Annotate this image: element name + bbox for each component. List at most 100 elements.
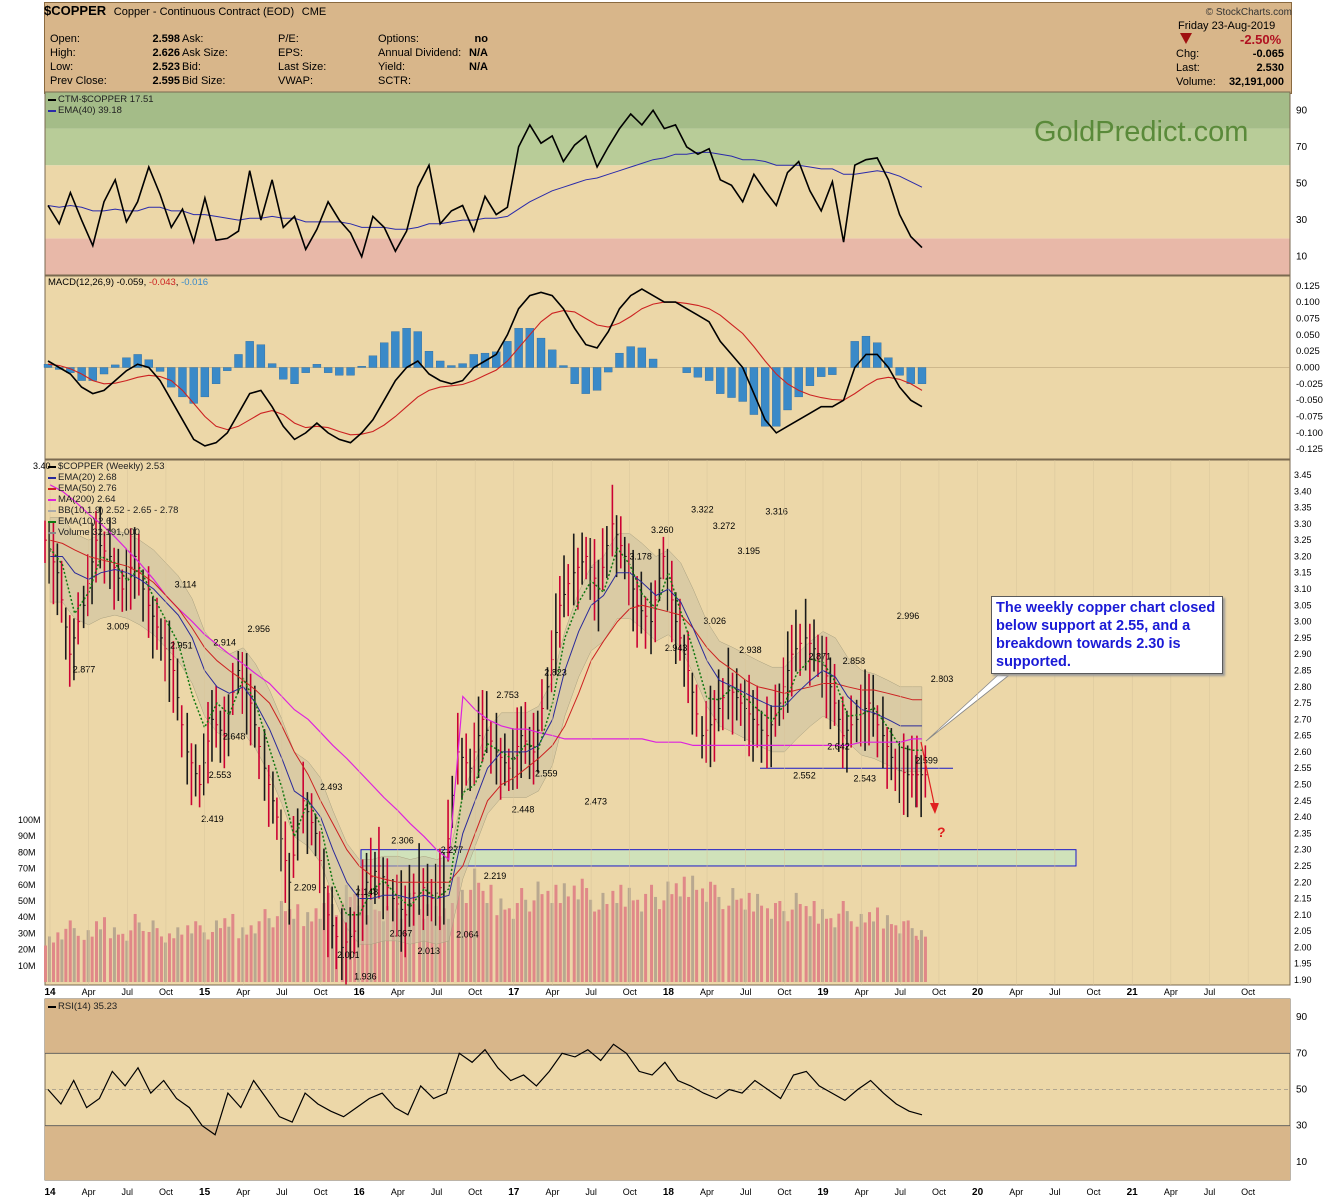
stats-mid1-label: Ask: <box>182 33 204 45</box>
volume-bar <box>756 893 760 982</box>
volume-ytick: 20M <box>18 945 36 955</box>
price-label: 2.013 <box>418 946 441 956</box>
volume-bar <box>765 908 769 982</box>
volume-bar <box>314 908 318 982</box>
volume-bar <box>477 882 481 982</box>
legend-entry: EMA(40) 39.18 <box>58 105 122 116</box>
legend-item: $COPPER (Weekly) 2.53 <box>48 461 178 472</box>
legend-entry: EMA(50) 2.76 <box>58 483 117 494</box>
x-axis-label-bottom: Jul <box>1204 1187 1216 1197</box>
volume-bar <box>644 893 648 982</box>
volume-bar <box>381 921 385 982</box>
volume-bar <box>395 908 399 982</box>
price-label: 2.306 <box>391 836 414 846</box>
price-ytick: 1.95 <box>1294 959 1312 969</box>
volume-bar <box>769 918 773 982</box>
x-axis-label-bottom: Apr <box>855 1187 869 1197</box>
stats-mid1-label: Bid Size: <box>182 75 226 87</box>
volume-bar <box>817 923 820 982</box>
price-ytick: 3.15 <box>1294 568 1312 578</box>
volume-bar <box>90 936 94 982</box>
price-ytick: 2.70 <box>1294 714 1312 724</box>
ctm-pane-frame <box>44 91 1291 276</box>
exchange: CME <box>301 6 327 18</box>
price-ytick: 2.15 <box>1294 894 1312 904</box>
volume-bar <box>418 909 422 982</box>
stats-right-row: Chg: -0.065 <box>1176 47 1284 61</box>
legend-swatch <box>48 109 56 112</box>
volume-bar <box>198 925 202 982</box>
stats-left-label: High: <box>50 47 76 59</box>
volume-bar <box>636 899 640 982</box>
volume-bar <box>511 918 515 982</box>
macd-hist-bar <box>391 331 400 368</box>
macd-hist-bar <box>178 367 187 398</box>
volume-bar <box>186 925 190 982</box>
header-panel <box>44 2 1292 94</box>
x-axis-label: 14 <box>44 987 56 998</box>
price-ytick: 3.25 <box>1294 535 1312 545</box>
volume-bar <box>859 913 863 982</box>
volume-bar <box>808 916 812 982</box>
volume-bar <box>426 904 430 982</box>
x-axis-label: Apr <box>1164 987 1178 997</box>
volume-bar <box>385 906 389 982</box>
price-label: 2.553 <box>209 770 232 780</box>
stats-left-row: High: 2.626 <box>50 46 180 60</box>
macd-legend-hist: -0.016 <box>181 277 209 288</box>
volume-bar <box>507 908 511 982</box>
x-axis-label-bottom: Apr <box>236 1187 250 1197</box>
price-ytick: 2.60 <box>1294 747 1312 757</box>
macd-ytick: 0.100 <box>1296 297 1320 308</box>
macd-hist-bar <box>200 367 210 398</box>
macd-legend-value: -0.059 <box>116 277 144 288</box>
ctm-band <box>45 238 1290 275</box>
rsi-ytick: 10 <box>1296 1157 1308 1168</box>
price-label: 2.543 <box>853 774 876 784</box>
stats-mid3-row: Options: no <box>378 32 488 46</box>
ema50-line <box>49 539 922 883</box>
volume-bar <box>821 909 824 982</box>
price-label: 2.858 <box>843 656 866 666</box>
volume-bar <box>798 904 802 982</box>
legend-swatch <box>48 509 56 512</box>
rsi-ytick: 70 <box>1296 1048 1308 1059</box>
volume-bar <box>227 926 231 982</box>
volume-bar <box>322 903 326 982</box>
volume-bar <box>430 921 434 982</box>
x-axis-label: Jul <box>276 987 288 997</box>
legend-entry: RSI(14) 35.23 <box>58 1001 118 1012</box>
x-axis-label: Jul <box>585 987 597 997</box>
stats-mid2-label: VWAP: <box>278 75 314 87</box>
macd-ytick: -0.075 <box>1296 412 1323 423</box>
volume-bar <box>731 888 735 982</box>
volume-bar <box>739 898 743 982</box>
volume-bar <box>605 904 609 982</box>
legend-swatch <box>48 465 56 468</box>
legend-swatch <box>48 498 56 501</box>
x-axis-label: Apr <box>236 987 250 997</box>
volume-bar <box>631 900 635 982</box>
volume-bar <box>658 909 662 982</box>
price-label: 2.599 <box>915 755 938 765</box>
source-credit: © StockCharts.com <box>1205 7 1292 18</box>
price-ytick: 2.80 <box>1294 682 1312 692</box>
volume-bar <box>778 901 782 982</box>
price-label: 2.648 <box>223 731 246 741</box>
price-ytick: 3.05 <box>1294 600 1312 610</box>
volume-ytick: 90M <box>18 831 36 841</box>
volume-bar <box>524 899 528 982</box>
volume-bar <box>562 883 566 982</box>
x-axis-label-bottom: Oct <box>1241 1187 1256 1197</box>
macd-hist-bar <box>559 365 568 368</box>
price-label: 2.753 <box>496 690 519 700</box>
volume-bar <box>829 918 833 982</box>
volume-bar <box>52 942 55 982</box>
x-axis-label-bottom: Oct <box>159 1187 174 1197</box>
stats-left: Open: 2.598 High: 2.626 Low: 2.523 Prev Close:… <box>50 32 180 88</box>
ema10-line <box>49 546 922 916</box>
legend-item: MA(200) 2.64 <box>48 494 178 505</box>
volume-bar <box>438 916 442 982</box>
macd-hist-bar <box>223 367 232 371</box>
price-label: 3.009 <box>107 622 130 632</box>
